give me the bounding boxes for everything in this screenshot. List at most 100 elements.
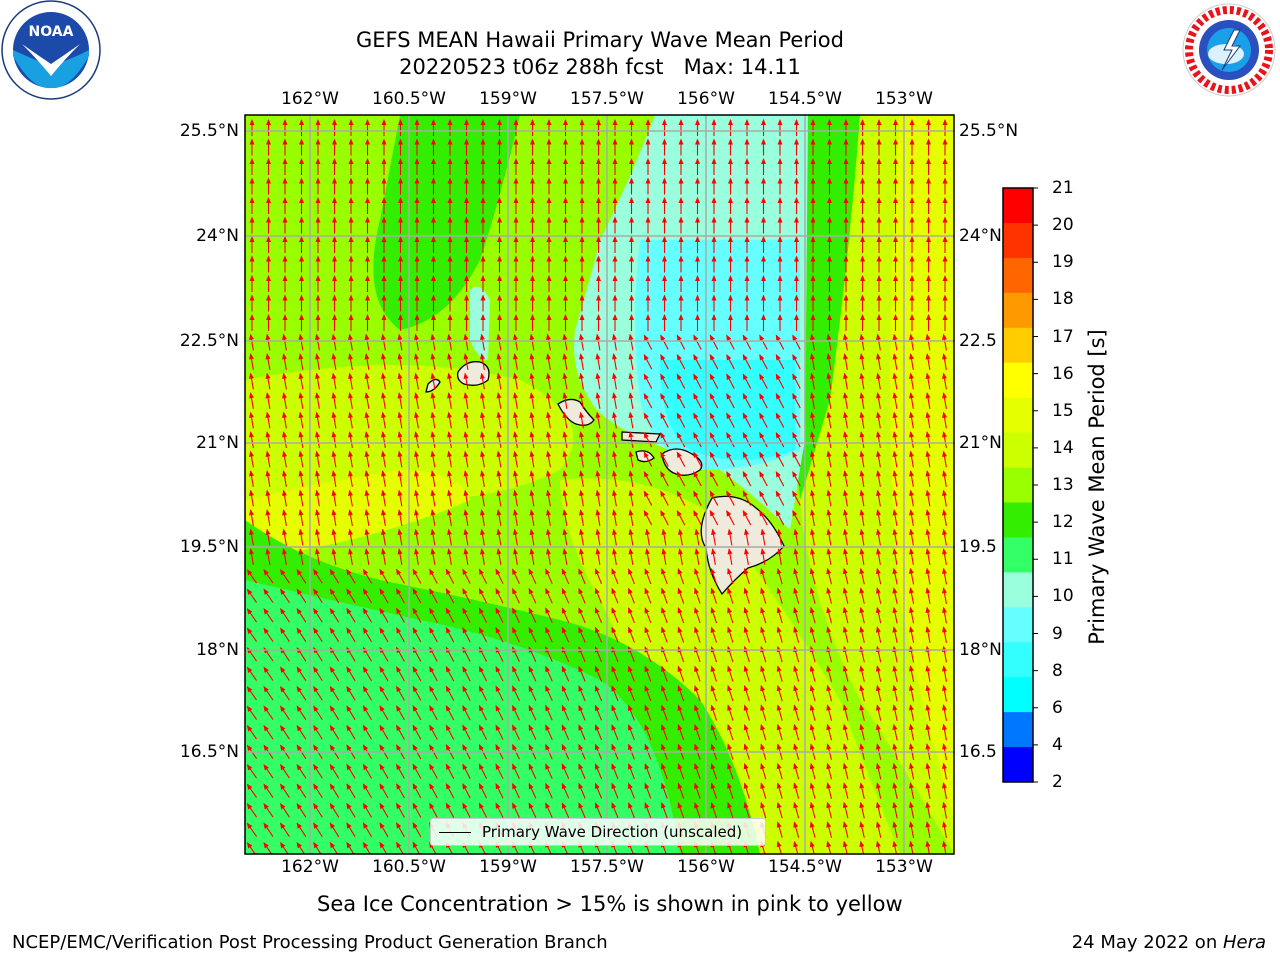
direction-arrow xyxy=(629,236,634,253)
direction-arrow xyxy=(431,294,436,312)
direction-arrow xyxy=(528,685,537,701)
direction-arrow xyxy=(776,782,783,799)
direction-arrow xyxy=(743,626,750,643)
direction-arrow xyxy=(578,802,586,819)
direction-arrow xyxy=(430,411,436,429)
direction-arrow xyxy=(909,216,915,234)
direction-arrow xyxy=(562,548,568,565)
direction-arrow xyxy=(909,411,914,429)
direction-arrow xyxy=(495,607,504,623)
direction-arrow xyxy=(478,724,488,740)
direction-arrow xyxy=(628,626,635,643)
direction-arrow xyxy=(728,119,733,136)
direction-arrow xyxy=(876,372,881,390)
sea-ice-note: Sea Ice Concentration > 15% is shown in … xyxy=(317,892,903,916)
direction-arrow xyxy=(464,275,469,292)
direction-arrow xyxy=(348,216,354,234)
direction-arrow xyxy=(513,314,519,331)
direction-arrow xyxy=(643,373,653,389)
direction-arrow xyxy=(362,627,373,643)
direction-arrow xyxy=(329,627,340,643)
direction-arrow xyxy=(596,138,601,156)
direction-arrow xyxy=(299,314,304,331)
direction-arrow xyxy=(661,782,668,799)
direction-arrow xyxy=(908,665,915,682)
period-11-band-south xyxy=(245,580,680,854)
direction-arrow xyxy=(859,606,865,624)
direction-arrow xyxy=(876,392,881,409)
direction-arrow xyxy=(496,333,502,351)
direction-arrow xyxy=(710,567,718,585)
direction-arrow xyxy=(463,411,469,429)
direction-arrow xyxy=(726,393,735,409)
direction-arrow xyxy=(727,704,734,721)
direction-arrow xyxy=(513,216,519,234)
direction-arrow xyxy=(249,119,255,136)
direction-arrow xyxy=(414,138,420,156)
direction-arrow xyxy=(775,373,785,389)
direction-arrow xyxy=(677,802,685,819)
direction-arrow xyxy=(793,665,800,682)
direction-arrow xyxy=(348,392,353,409)
direction-arrow xyxy=(430,450,436,468)
direction-arrow xyxy=(760,704,767,721)
direction-arrow xyxy=(513,158,519,175)
direction-arrow xyxy=(827,216,832,234)
direction-arrow xyxy=(296,763,307,779)
direction-arrow xyxy=(282,489,287,507)
direction-arrow xyxy=(793,840,800,854)
direction-arrow xyxy=(660,373,669,389)
direction-arrow xyxy=(445,724,455,740)
direction-arrow xyxy=(942,353,947,370)
direction-arrow xyxy=(266,314,271,331)
direction-arrow xyxy=(397,528,403,546)
direction-arrow xyxy=(381,119,387,136)
direction-arrow xyxy=(266,275,271,292)
direction-arrow xyxy=(893,138,898,156)
direction-arrow xyxy=(596,177,601,195)
direction-arrow xyxy=(677,763,685,780)
direction-arrow xyxy=(447,255,453,273)
direction-arrow xyxy=(694,704,701,721)
direction-arrow xyxy=(612,528,617,546)
direction-arrow xyxy=(644,626,652,643)
direction-arrow xyxy=(397,470,403,487)
direction-arrow xyxy=(777,119,783,136)
direction-arrow xyxy=(381,197,387,214)
direction-arrow xyxy=(282,372,287,390)
direction-arrow xyxy=(645,528,650,546)
direction-arrow xyxy=(346,841,356,854)
direction-arrow xyxy=(759,373,768,389)
direction-arrow xyxy=(431,138,436,156)
direction-arrow xyxy=(249,470,254,487)
direction-arrow xyxy=(265,509,271,526)
direction-arrow xyxy=(612,138,618,156)
direction-arrow xyxy=(892,684,898,702)
direction-arrow xyxy=(612,158,618,175)
direction-arrow xyxy=(793,704,800,721)
direction-arrow xyxy=(414,528,419,546)
direction-arrow xyxy=(414,372,419,390)
direction-arrow xyxy=(662,216,667,234)
direction-arrow xyxy=(331,333,337,351)
colorbar-swatch xyxy=(1003,677,1033,713)
direction-arrow xyxy=(709,393,719,409)
direction-arrow xyxy=(794,236,799,253)
direction-arrow xyxy=(643,354,653,370)
direction-arrow xyxy=(464,177,469,195)
direction-arrow xyxy=(496,372,502,390)
direction-arrow xyxy=(398,158,403,175)
direction-arrow xyxy=(282,548,287,565)
direction-arrow xyxy=(478,665,488,682)
noaa-logo: NOAA xyxy=(0,0,102,102)
direction-arrow xyxy=(246,783,258,798)
direction-arrow xyxy=(760,723,767,741)
direction-arrow xyxy=(594,704,603,721)
direction-arrow xyxy=(810,489,815,507)
direction-arrow xyxy=(315,158,321,175)
direction-arrow xyxy=(628,665,635,682)
direction-arrow xyxy=(362,763,373,779)
direction-arrow xyxy=(810,470,815,487)
direction-arrow xyxy=(246,725,258,740)
direction-arrow xyxy=(298,392,304,409)
